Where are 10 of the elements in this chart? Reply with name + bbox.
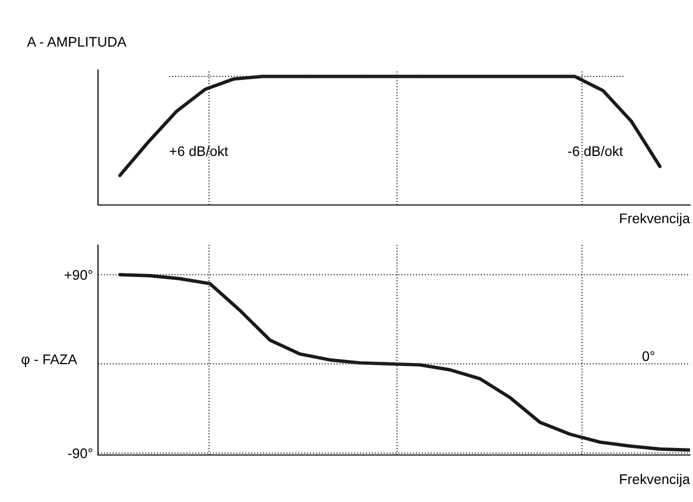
x-axis-title: Frekvencija bbox=[620, 213, 690, 226]
y-axis-title: φ - FAZA bbox=[22, 354, 78, 367]
ref-line-label: 0° bbox=[642, 351, 654, 362]
annotation: -6 dB/okt bbox=[568, 146, 623, 156]
y-axis-title: A - AMPLITUDA bbox=[26, 37, 126, 47]
annotation: +6 dB/okt bbox=[170, 146, 228, 156]
y-tick-label: -90° bbox=[68, 448, 92, 458]
y-tick-label: +90° bbox=[64, 270, 92, 280]
line-series bbox=[118, 273, 690, 452]
x-axis-title: Frekvencija bbox=[620, 474, 690, 487]
